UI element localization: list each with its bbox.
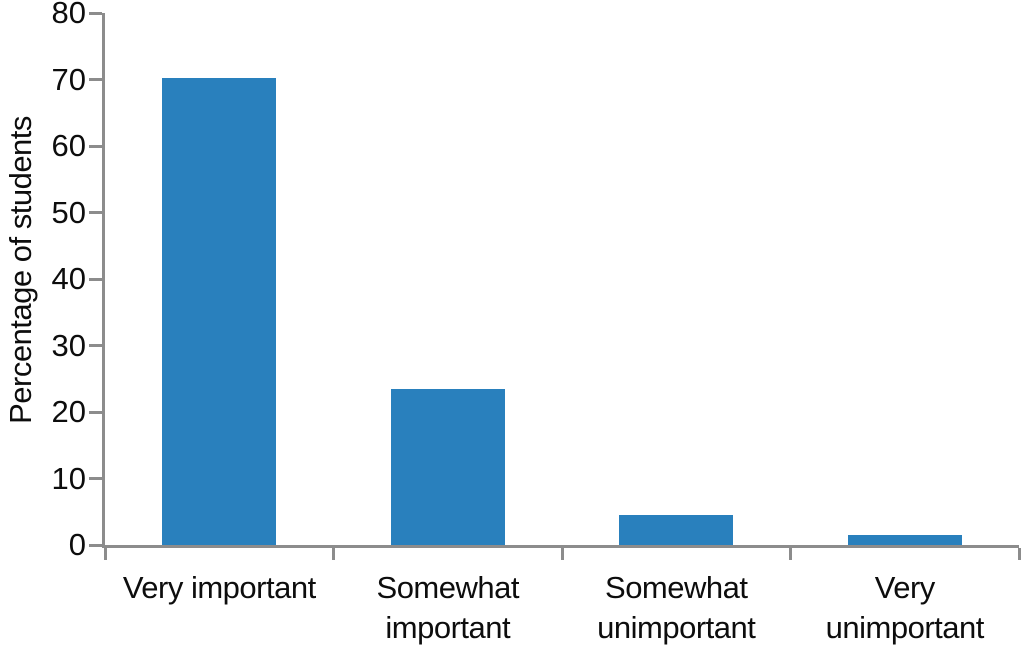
y-tick-mark <box>89 211 102 214</box>
x-category-label-line: Very <box>874 570 936 605</box>
y-axis-title: Percentage of students <box>3 116 38 424</box>
y-tick-mark <box>89 78 102 81</box>
bar-4 <box>847 535 962 545</box>
y-tick-label: 70 <box>51 61 86 97</box>
x-tick-mark <box>560 548 564 560</box>
bar-1 <box>162 78 277 545</box>
y-tick-mark <box>89 410 102 414</box>
y-tick-mark <box>89 344 102 347</box>
bar-3 <box>619 515 734 545</box>
y-tick-label: 30 <box>51 327 86 363</box>
y-tick-label: 60 <box>51 128 86 163</box>
y-tick-label: 80 <box>51 0 86 30</box>
x-category-label: Very unimportant <box>790 568 1020 648</box>
y-tick-label: 10 <box>51 460 86 496</box>
y-tick-mark <box>89 543 102 547</box>
x-category-label-line: unimportant <box>825 610 985 645</box>
x-category-label-line: Very important <box>122 570 316 605</box>
x-category-label: Very important <box>104 568 334 608</box>
plot-area: 0 10 20 30 40 50 60 70 80 Very important Somewhat… <box>52 0 1021 645</box>
y-tick-label: 20 <box>51 394 86 429</box>
x-tick-mark <box>103 548 107 560</box>
x-category-label-line: important <box>385 610 511 645</box>
y-tick-mark <box>89 11 102 15</box>
y-tick-mark <box>89 477 102 480</box>
x-category-label-line: Somewhat <box>605 570 748 605</box>
x-category-label: Somewhat unimportant <box>561 568 791 648</box>
bar-2 <box>390 389 505 545</box>
x-category-label: Somewhat important <box>333 568 563 648</box>
x-category-label-line: unimportant <box>597 610 756 645</box>
y-tick-label: 0 <box>68 527 86 562</box>
x-tick-mark <box>332 548 335 560</box>
x-tick-mark <box>1017 548 1021 560</box>
x-tick-mark <box>789 548 792 560</box>
y-tick-mark <box>89 277 102 281</box>
x-category-label-line: Somewhat <box>376 570 520 605</box>
y-tick-label: 50 <box>51 194 86 230</box>
y-tick-mark <box>89 144 102 148</box>
y-tick-label: 40 <box>51 261 86 296</box>
